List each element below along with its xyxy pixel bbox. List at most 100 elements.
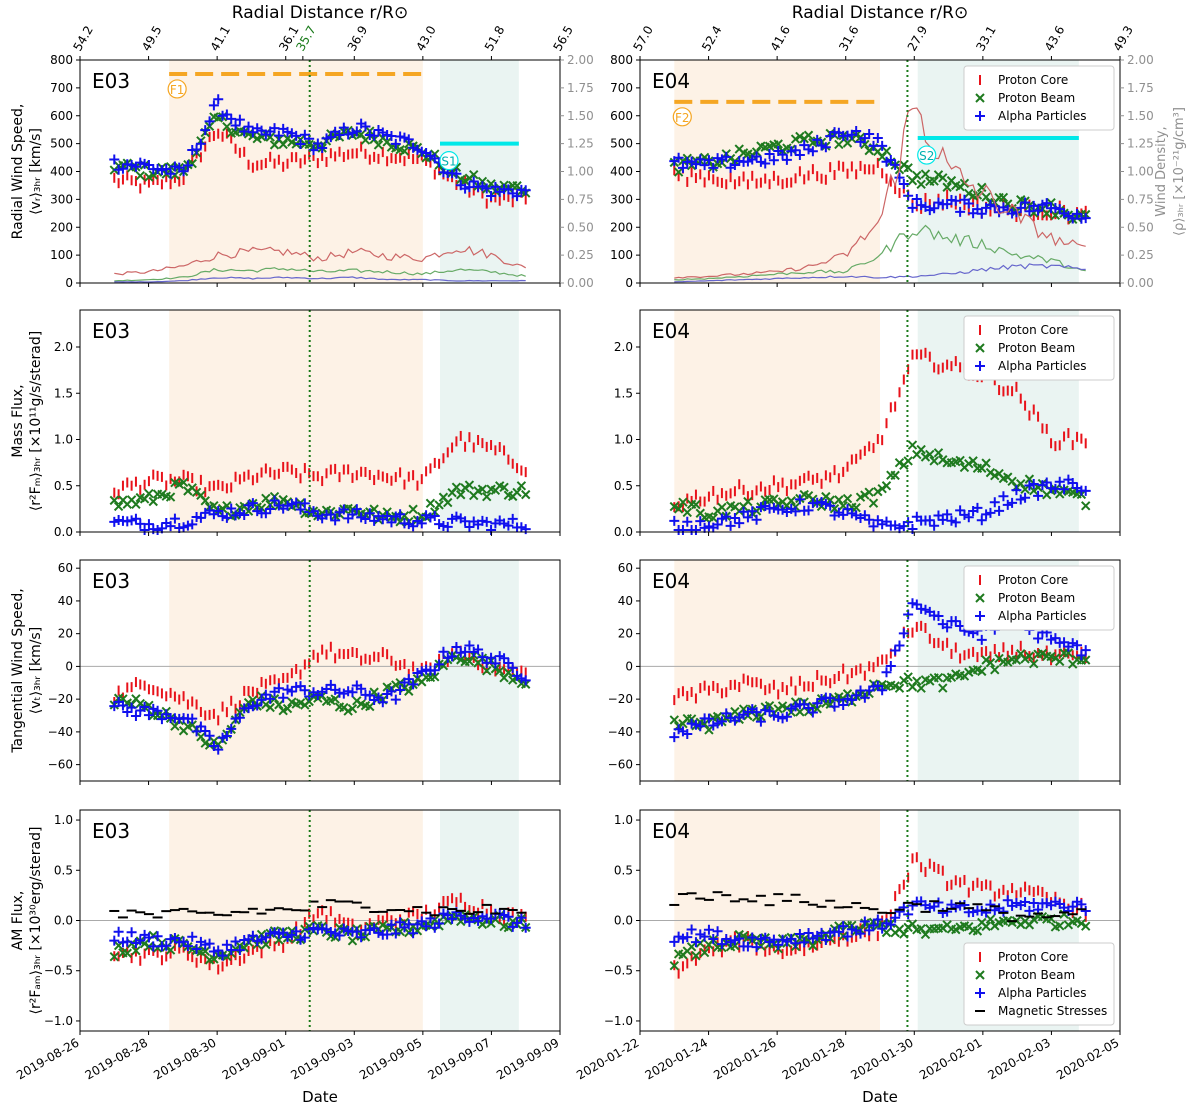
data-point	[729, 512, 740, 523]
data-point	[261, 699, 271, 710]
data-point	[808, 941, 818, 951]
data-point	[777, 149, 788, 160]
data-point	[1081, 655, 1091, 665]
data-point	[708, 513, 718, 523]
legend-marker	[975, 361, 985, 371]
y2-tick-label: 2.00	[567, 53, 594, 67]
data-point	[985, 914, 996, 924]
data-point	[200, 496, 210, 506]
data-point	[794, 149, 805, 160]
data-point	[929, 456, 939, 466]
data-point	[438, 646, 449, 657]
data-point	[1011, 655, 1022, 665]
data-point	[247, 930, 258, 941]
data-point	[482, 491, 492, 502]
data-point	[912, 170, 922, 181]
top-tick-label: 33.1	[973, 23, 998, 53]
legend-label: Alpha Particles	[998, 986, 1087, 1000]
data-point	[434, 918, 445, 929]
data-point	[434, 659, 445, 670]
y-tick-label: −1.0	[604, 1014, 633, 1028]
legend-box	[963, 65, 1115, 131]
data-point	[933, 672, 944, 683]
data-point	[274, 700, 284, 710]
data-point	[864, 487, 874, 497]
legend-label: Proton Beam	[998, 591, 1075, 605]
data-point	[256, 694, 267, 705]
data-point	[178, 477, 189, 488]
fast-wind-shade	[169, 60, 423, 283]
data-point	[669, 715, 679, 725]
y2-tick-label: 1.75	[567, 81, 594, 95]
data-point	[1029, 658, 1039, 669]
data-point	[764, 148, 775, 159]
data-point	[677, 162, 688, 173]
data-point	[369, 504, 379, 514]
data-point	[404, 686, 414, 696]
data-point	[937, 514, 948, 525]
data-point	[916, 923, 926, 934]
data-point	[1072, 208, 1083, 219]
data-point	[998, 192, 1009, 203]
data-point	[356, 683, 367, 694]
encounter-label: E03	[92, 319, 130, 343]
data-point	[139, 701, 150, 712]
data-point	[144, 488, 154, 499]
y-tick-label: 1.0	[54, 433, 73, 447]
data-point	[226, 503, 237, 514]
y-tick-label: 300	[610, 192, 633, 206]
top-tick-label: 54.2	[70, 23, 95, 53]
data-point	[456, 490, 466, 500]
data-point	[938, 173, 948, 183]
encounter-label: E04	[652, 69, 690, 93]
data-point	[356, 932, 367, 943]
data-point	[730, 706, 740, 717]
data-point	[894, 683, 905, 693]
data-point	[686, 924, 697, 935]
y-tick-label: −20	[608, 692, 633, 706]
data-point	[734, 518, 745, 529]
data-point	[165, 168, 176, 179]
y2-tick-label: 0.75	[567, 192, 594, 206]
data-point	[430, 672, 440, 682]
data-point	[213, 945, 224, 956]
data-point	[317, 143, 328, 154]
data-point	[408, 521, 419, 532]
data-point	[794, 929, 805, 940]
data-point	[972, 190, 983, 200]
data-point	[890, 470, 900, 481]
x-tick-label: 2019-09-03	[288, 1035, 355, 1082]
data-point	[708, 933, 719, 944]
data-point	[334, 129, 345, 140]
data-point	[691, 951, 701, 961]
y-tick-label: 800	[610, 53, 633, 67]
data-point	[131, 946, 141, 956]
data-point	[751, 514, 762, 525]
data-point	[803, 928, 814, 939]
data-point	[933, 611, 944, 622]
data-point	[390, 138, 401, 149]
data-point	[234, 945, 245, 956]
data-point	[1033, 490, 1044, 501]
data-point	[278, 692, 289, 703]
data-point	[416, 518, 427, 529]
data-point	[807, 146, 818, 157]
data-point	[187, 519, 198, 530]
data-point	[512, 487, 522, 498]
series-magnetic-stresses	[669, 891, 1087, 923]
data-point	[972, 926, 983, 936]
data-point	[972, 502, 983, 513]
y-tick-label: 1.0	[54, 813, 73, 827]
data-point	[833, 694, 844, 705]
data-point	[299, 685, 310, 696]
y-tick-label: 600	[50, 109, 73, 123]
data-point	[187, 931, 198, 942]
panel-E03-speed: F1 S1 0 100 200 300 400 500 600 700 800 0.00 0.25 0.5…	[10, 23, 594, 290]
data-point	[669, 515, 680, 526]
data-point	[403, 674, 414, 685]
data-point	[243, 121, 254, 132]
data-point	[963, 198, 974, 209]
data-point	[195, 138, 206, 149]
y-tick-label: 60	[618, 561, 633, 575]
